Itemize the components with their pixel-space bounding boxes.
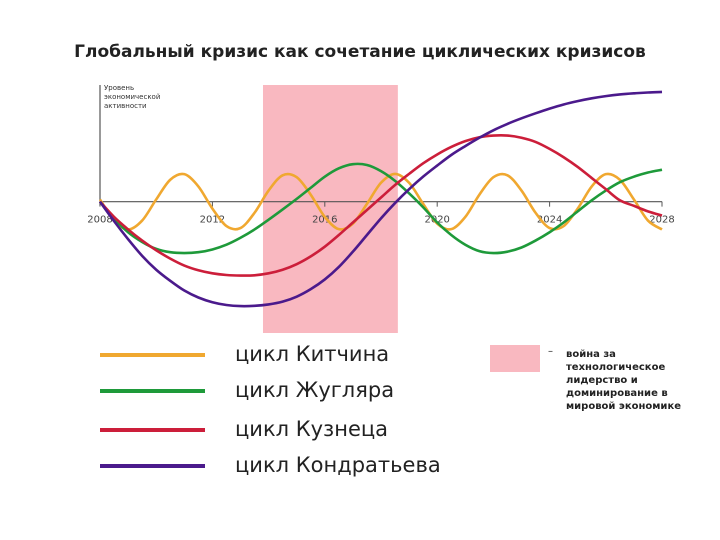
series-line	[99, 162, 663, 255]
legend-label: цикл Кузнеца	[235, 417, 388, 441]
x-tick-label: 2028	[649, 215, 674, 226]
series-line	[98, 172, 663, 231]
shade-band	[262, 85, 398, 333]
series-line	[98, 90, 663, 308]
legend-label: цикл Китчина	[235, 342, 389, 366]
shade-legend-dash: –	[548, 346, 553, 357]
shade-legend-label: война за технологическое лидерство и дом…	[566, 349, 682, 412]
y-axis-label: Уровень экономической активности	[104, 84, 161, 110]
x-tick-label: 2012	[200, 215, 225, 226]
legend-label: цикл Кондратьева	[235, 453, 441, 477]
x-tick-label: 2024	[537, 215, 562, 226]
series-line	[99, 134, 663, 277]
shade-legend-swatch	[490, 345, 540, 372]
x-tick-label: 2008	[87, 215, 112, 226]
chart-title: Глобальный кризис как сочетание цикличес…	[74, 42, 646, 62]
x-tick-label: 2020	[424, 215, 449, 226]
legend-label: цикл Жугляра	[235, 378, 394, 402]
x-tick-label: 2016	[312, 215, 337, 226]
